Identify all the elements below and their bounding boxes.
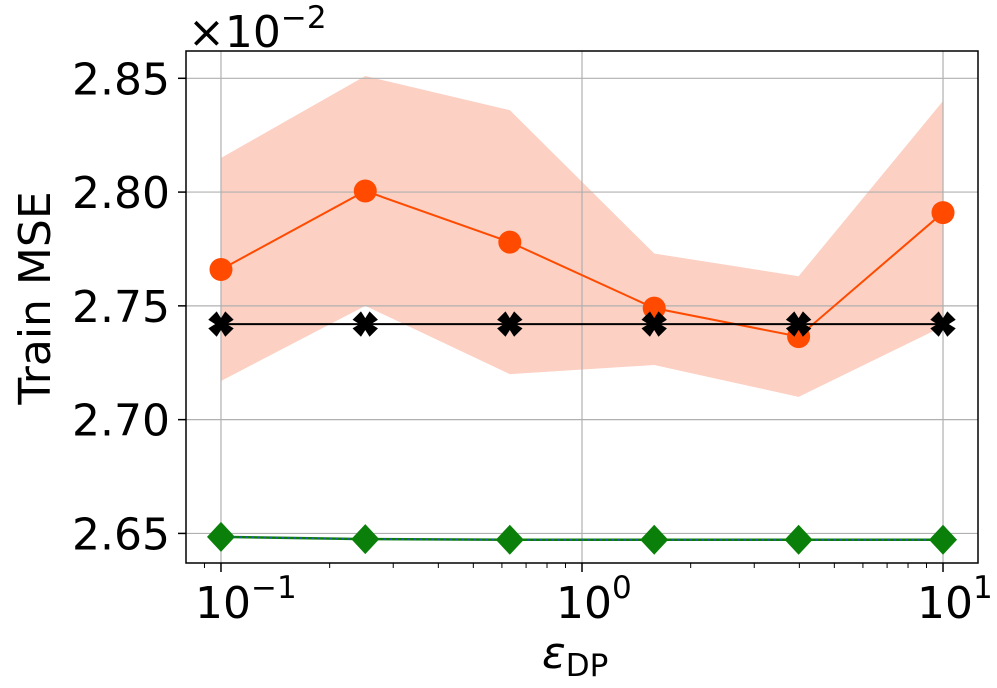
series-2-point-3 xyxy=(640,524,669,555)
y-axis-label: Train MSE xyxy=(10,191,61,405)
x-tick-label-2: 101 xyxy=(917,570,993,629)
x-tick-label-0: 10−1 xyxy=(195,570,297,629)
y-tick-label-4: 2.85 xyxy=(72,54,170,105)
series-0-point-1 xyxy=(353,179,377,203)
series-1-point-0 xyxy=(208,311,234,337)
series-2-point-0 xyxy=(206,521,235,552)
series-0-line xyxy=(220,189,944,338)
series-0-point-5 xyxy=(931,201,955,225)
y-offset-base: ×10 xyxy=(188,7,281,58)
y-tick-label-1: 2.70 xyxy=(72,396,170,447)
x-axis-subscript: DP xyxy=(566,648,609,684)
x-axis-symbol: ε xyxy=(542,628,566,679)
series-1-point-5 xyxy=(930,311,956,337)
y-tick-label-3: 2.80 xyxy=(72,168,170,219)
series-0-point-0 xyxy=(209,257,233,281)
y-offset-label: ×10−2 xyxy=(188,0,327,58)
grid-layer xyxy=(186,51,978,563)
series-2-dashed-line xyxy=(220,536,944,541)
y-tick-label-0: 2.65 xyxy=(72,509,170,560)
series-2-point-5 xyxy=(929,524,958,555)
y-tick-label-2: 2.75 xyxy=(72,282,170,333)
y-offset-exponent: −2 xyxy=(281,0,327,36)
x-axis-label: εDP xyxy=(542,628,608,684)
series-layer xyxy=(206,179,958,555)
series-2-point-2 xyxy=(495,524,524,555)
x-tick-label-0-exponent: −1 xyxy=(251,570,297,606)
x-tick-label-1-exponent: 0 xyxy=(612,570,632,606)
x-tick-label-0-base: 10 xyxy=(195,578,251,629)
series-1-point-3 xyxy=(641,311,667,337)
series-1-point-1 xyxy=(352,311,378,337)
series-1-point-2 xyxy=(497,311,523,337)
series-1-point-4 xyxy=(785,311,812,337)
series-2-point-1 xyxy=(351,524,380,555)
x-tick-label-1-base: 10 xyxy=(556,578,612,629)
x-tick-label-1: 100 xyxy=(556,570,632,629)
x-tick-label-2-exponent: 1 xyxy=(973,570,993,606)
series-0-point-2 xyxy=(498,230,522,254)
x-tick-label-2-base: 10 xyxy=(917,578,973,629)
series-2-point-4 xyxy=(784,524,813,555)
